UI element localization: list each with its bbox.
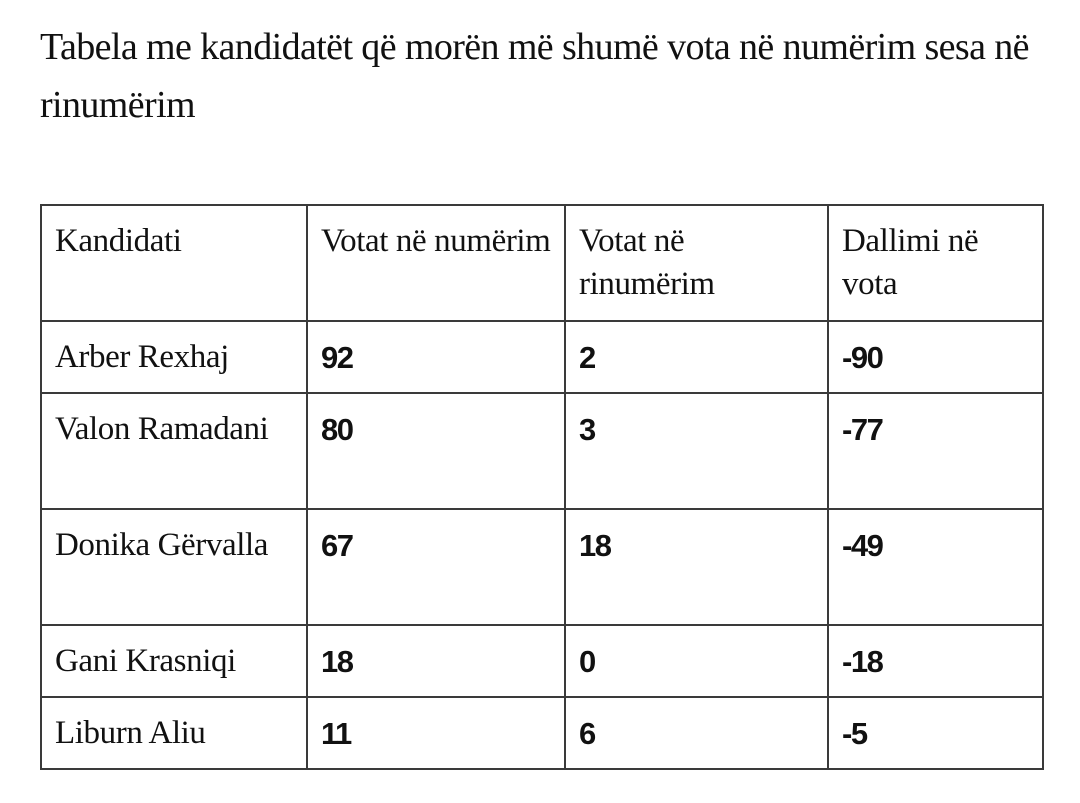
candidate-name: Donika Gërvalla	[40, 508, 308, 626]
column-header-votes-recount: Votat në rinumërim	[564, 204, 829, 322]
votes-difference: -90	[827, 320, 1044, 394]
candidate-name: Gani Krasniqi	[40, 624, 308, 698]
table-row: Valon Ramadani 80 3 -77	[40, 392, 1044, 510]
table-row: Arber Rexhaj 92 2 -90	[40, 320, 1044, 394]
votes-count: 67	[306, 508, 566, 626]
votes-count: 11	[306, 696, 566, 770]
votes-difference: -18	[827, 624, 1044, 698]
votes-recount: 3	[564, 392, 829, 510]
votes-recount: 18	[564, 508, 829, 626]
votes-recount: 6	[564, 696, 829, 770]
votes-count: 80	[306, 392, 566, 510]
candidate-name: Arber Rexhaj	[40, 320, 308, 394]
table-header-row: Kandidati Votat në numërim Votat në rinu…	[40, 204, 1044, 322]
column-header-votes-count: Votat në numërim	[306, 204, 566, 322]
table-row: Gani Krasniqi 18 0 -18	[40, 624, 1044, 698]
results-table: Kandidati Votat në numërim Votat në rinu…	[40, 204, 1044, 770]
column-header-candidate: Kandidati	[40, 204, 308, 322]
votes-count: 18	[306, 624, 566, 698]
table-row: Liburn Aliu 11 6 -5	[40, 696, 1044, 770]
table-row: Donika Gërvalla 67 18 -49	[40, 508, 1044, 626]
candidate-name: Liburn Aliu	[40, 696, 308, 770]
candidate-name: Valon Ramadani	[40, 392, 308, 510]
votes-recount: 2	[564, 320, 829, 394]
votes-difference: -49	[827, 508, 1044, 626]
column-header-difference: Dallimi në vota	[827, 204, 1044, 322]
page-title: Tabela me kandidatët që morën më shumë v…	[40, 26, 1030, 126]
votes-difference: -77	[827, 392, 1044, 510]
votes-recount: 0	[564, 624, 829, 698]
votes-difference: -5	[827, 696, 1044, 770]
votes-count: 92	[306, 320, 566, 394]
